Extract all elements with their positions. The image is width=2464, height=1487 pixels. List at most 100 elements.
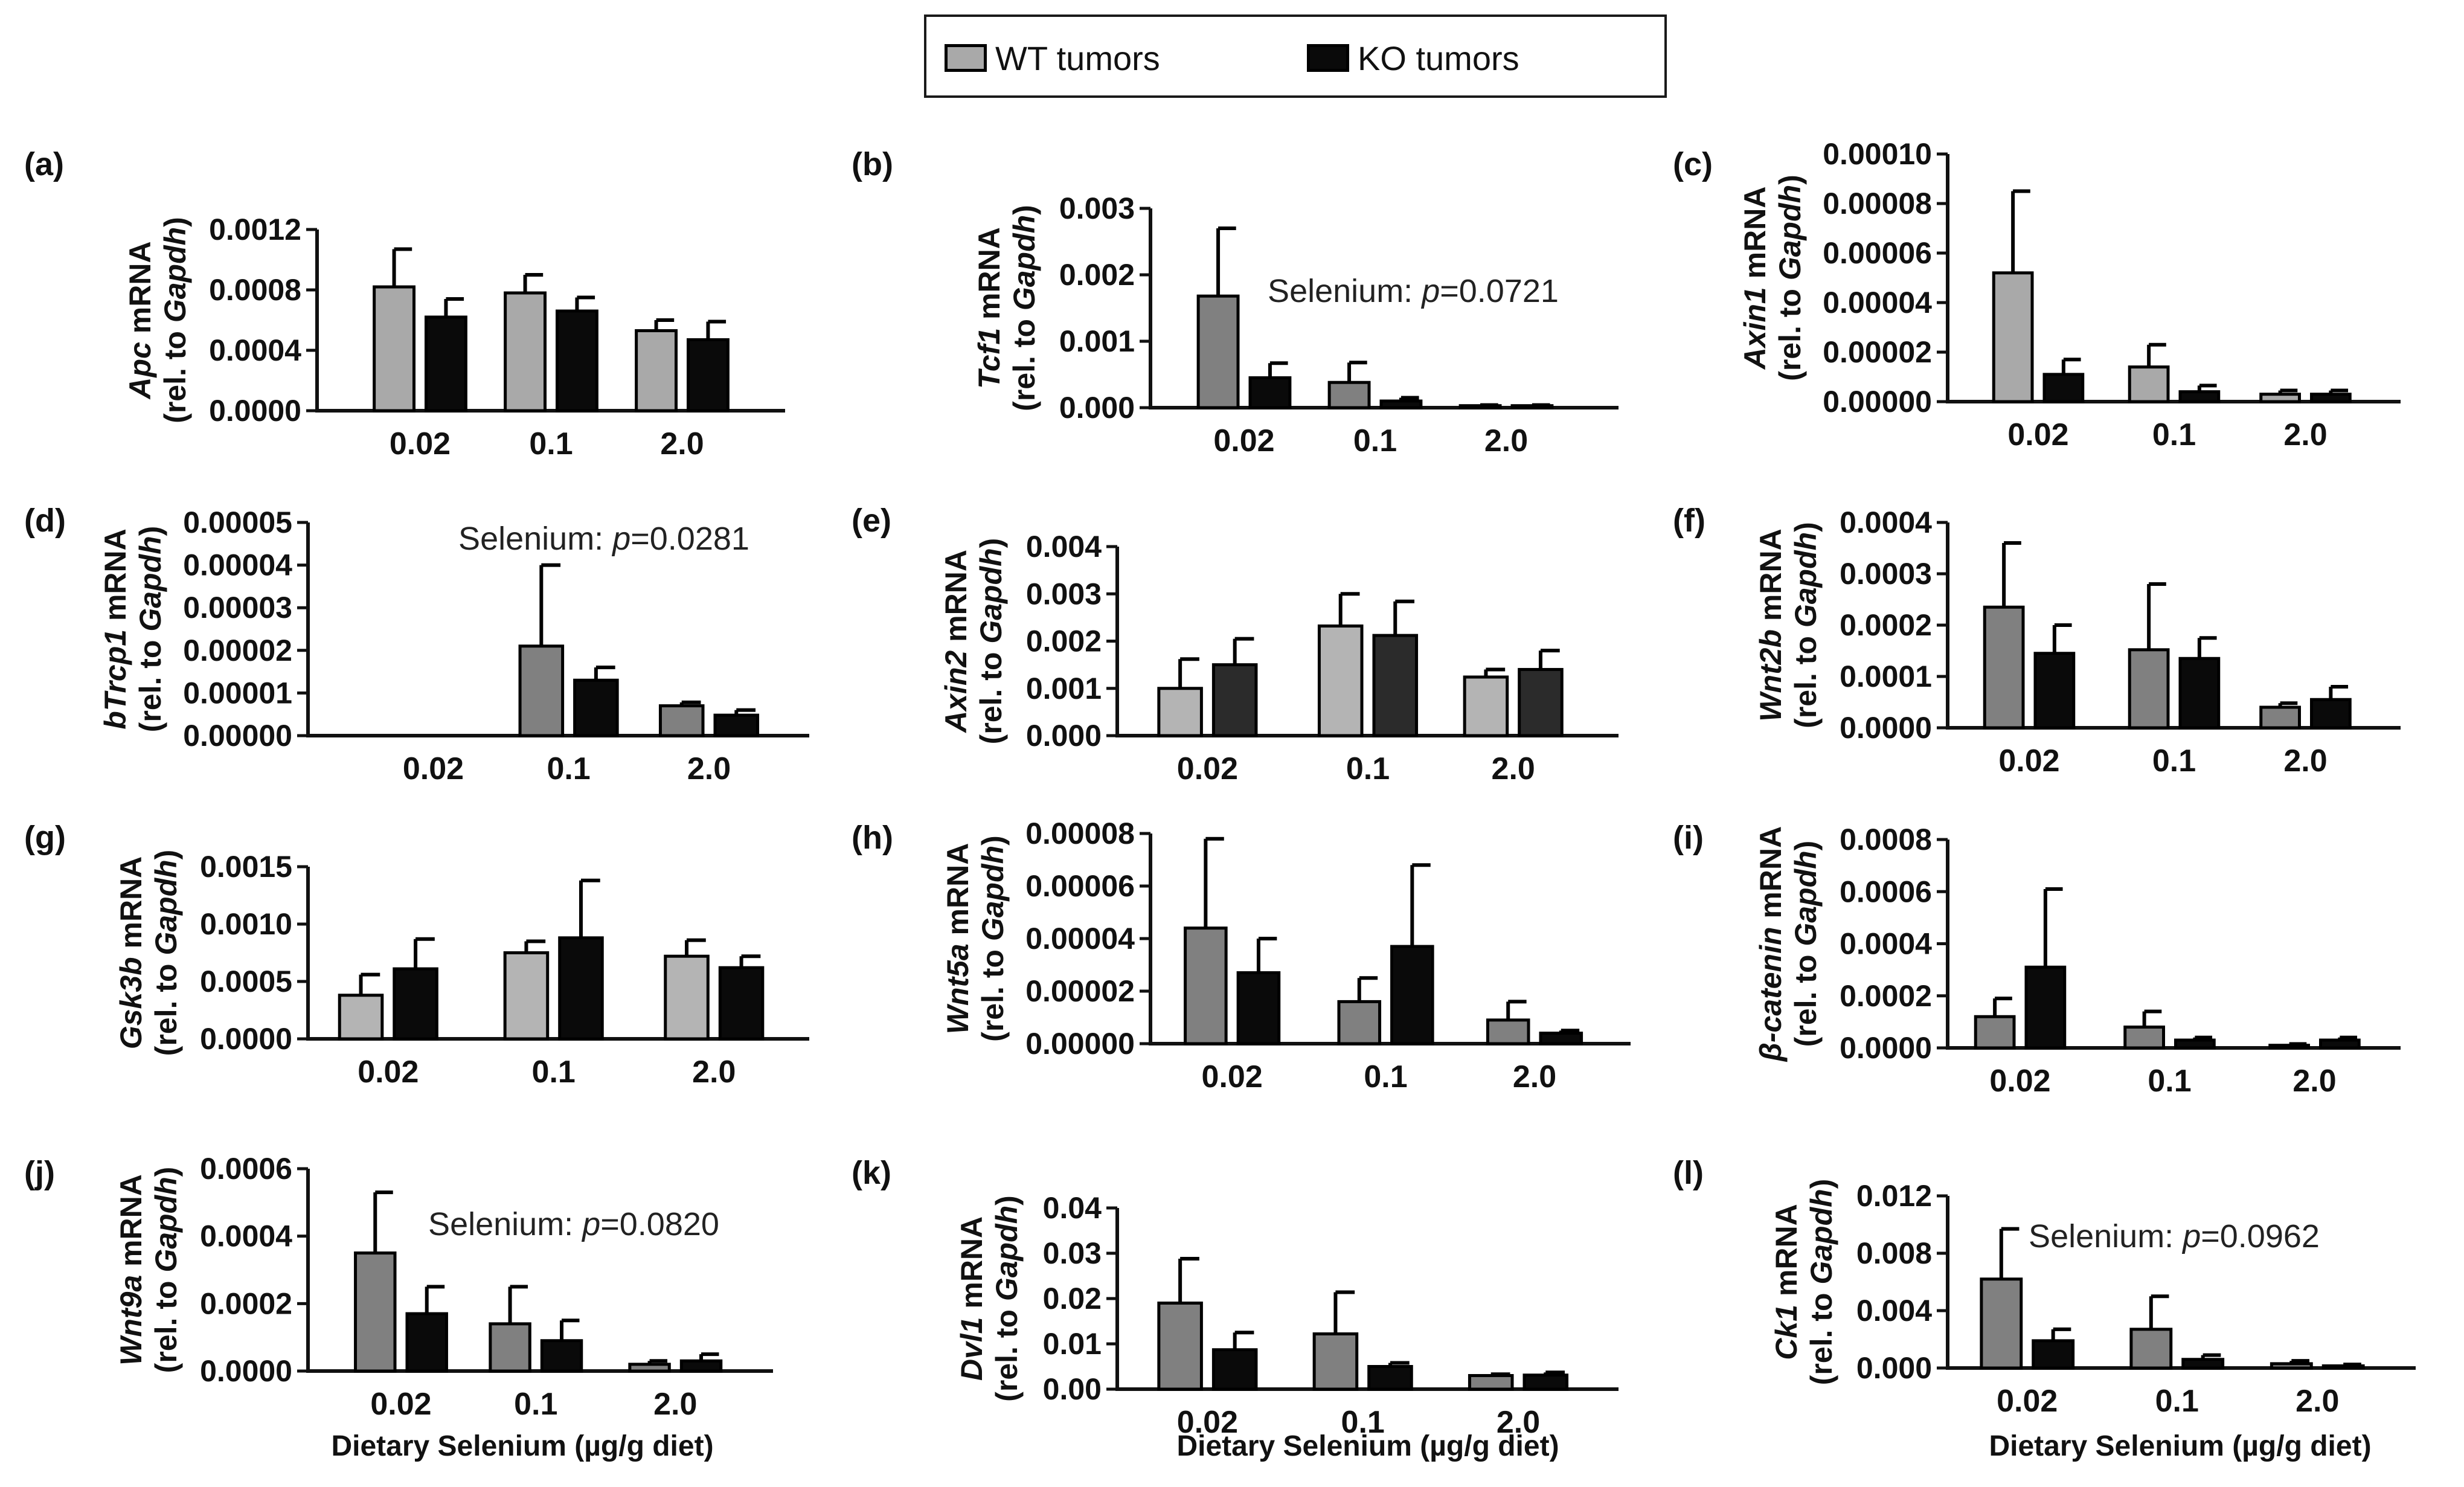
bar-wt-0.02 xyxy=(1974,1015,2016,1050)
bar-ko-0.02 xyxy=(425,315,467,413)
x-axis-title: Dietary Selenium (µg/g diet) xyxy=(1989,1430,2371,1462)
panel-h: (h) 0.00000 0.00002 0.00004 0.00006 0.00008 Wn… xyxy=(852,817,1631,1094)
bar-ko-0.02 xyxy=(405,1312,448,1373)
bar-ko-0.1 xyxy=(1390,945,1434,1045)
bar-wt-2.0 xyxy=(658,704,705,737)
significance-annotation: Selenium: p=0.0721 xyxy=(1268,273,1559,309)
y-tick-label: 0.000 xyxy=(1856,1351,1932,1385)
bar-wt-0.02 xyxy=(1157,687,1203,737)
bar-ko-0.02 xyxy=(1211,663,1258,737)
bar-wt-2.0 xyxy=(1468,1374,1514,1391)
y-tick-label: 0.00002 xyxy=(1025,974,1135,1008)
bar-wt-0.02 xyxy=(373,285,415,413)
bar-ko-2.0 xyxy=(1522,1373,1569,1391)
y-tick-label: 0.00004 xyxy=(1823,286,1932,320)
x-tick-label: 0.1 xyxy=(532,1055,576,1090)
y-tick-label: 0.00006 xyxy=(1025,869,1135,903)
y-tick-label: 0.00002 xyxy=(1823,335,1932,369)
y-tick-label: 0.012 xyxy=(1856,1179,1932,1213)
x-tick-label: 0.1 xyxy=(514,1387,557,1422)
bar-ko-0.1 xyxy=(558,936,604,1041)
y-tick-label: 0.000 xyxy=(1059,391,1135,425)
y-tick-label: 0.00004 xyxy=(1025,922,1135,955)
x-tick-label: 0.1 xyxy=(529,426,573,461)
y-tick-label: 0.0006 xyxy=(1840,875,1932,908)
y-tick-label: 0.0006 xyxy=(200,1152,292,1186)
bar-wt-0.1 xyxy=(518,644,565,737)
significance-annotation: Selenium: p=0.0281 xyxy=(458,521,749,557)
x-tick-label: 0.02 xyxy=(358,1055,419,1090)
bar-wt-0.02 xyxy=(1983,605,2025,730)
bar-wt-2.0 xyxy=(628,1363,671,1373)
y-tick-label: 0.00002 xyxy=(183,634,292,667)
bar-ko-2.0 xyxy=(1518,667,1564,737)
y-tick-label: 0.01 xyxy=(1043,1327,1102,1361)
y-tick-label: 0.00005 xyxy=(183,506,292,539)
x-tick-label: 0.02 xyxy=(1997,1384,2058,1419)
bar-ko-2.0 xyxy=(713,713,760,737)
bar-wt-0.1 xyxy=(503,951,550,1041)
bar-ko-2.0 xyxy=(679,1359,723,1373)
panel-l: (l) 0.000 0.004 0.008 0.012 Ck1 mRNA(rel. to … xyxy=(1673,1155,2416,1419)
bar-wt-0.1 xyxy=(2128,365,2170,403)
panel-label: (f) xyxy=(1673,503,1705,539)
x-tick-label: 0.1 xyxy=(1353,423,1397,458)
bar-ko-0.02 xyxy=(2024,965,2067,1050)
y-tick-label: 0.0003 xyxy=(1840,557,1932,591)
y-tick-label: 0.00010 xyxy=(1823,137,1932,171)
y-axis-label: β-catenin mRNA(rel. to Gapdh) xyxy=(1754,826,1823,1062)
y-tick-label: 0.0004 xyxy=(1840,506,1932,539)
y-tick-label: 0.0002 xyxy=(1840,979,1932,1013)
y-tick-label: 0.0000 xyxy=(200,1354,292,1388)
x-tick-label: 2.0 xyxy=(2283,744,2327,779)
y-tick-label: 0.004 xyxy=(1026,530,1102,564)
x-tick-label: 2.0 xyxy=(687,751,731,786)
bar-ko-2.0 xyxy=(2310,393,2352,403)
bar-ko-0.02 xyxy=(1211,1348,1258,1391)
y-tick-label: 0.00006 xyxy=(1823,236,1932,270)
bar-ko-0.02 xyxy=(1248,376,1292,409)
panel-label: (i) xyxy=(1673,820,1704,856)
panel-e: (e) 0.000 0.001 0.002 0.003 0.004 Axin2 mRNA(r… xyxy=(852,503,1619,786)
x-tick-label: 0.1 xyxy=(547,751,590,786)
y-tick-label: 0.0012 xyxy=(209,213,301,246)
panel-k: (k) 0.00 0.01 0.02 0.03 0.04 Dvl1 mRNA(rel. to… xyxy=(852,1155,1619,1440)
x-tick-label: 0.02 xyxy=(1998,744,2059,779)
bar-ko-2.0 xyxy=(2310,698,2352,730)
x-tick-label: 0.02 xyxy=(1177,751,1238,786)
bar-wt-2.0 xyxy=(2259,393,2301,403)
bar-wt-0.02 xyxy=(1980,1277,2023,1370)
x-tick-label: 2.0 xyxy=(2292,1064,2336,1099)
x-axis-title: Dietary Selenium (µg/g diet) xyxy=(1176,1430,1559,1462)
bar-ko-0.1 xyxy=(540,1339,583,1373)
y-tick-label: 0.0015 xyxy=(200,850,292,884)
legend-swatch-ko xyxy=(1307,44,1349,72)
bar-wt-0.1 xyxy=(2129,1328,2173,1370)
panel-i: (i) 0.0000 0.0002 0.0004 0.0006 0.0008 β-caten… xyxy=(1673,820,2401,1099)
significance-annotation: Selenium: p=0.0820 xyxy=(428,1206,719,1242)
x-axis-title: Dietary Selenium (µg/g diet) xyxy=(331,1430,713,1462)
legend-item-ko: KO tumors xyxy=(1307,39,1519,77)
bar-ko-2.0 xyxy=(718,966,765,1041)
y-axis-label: bTrcp1 mRNA(rel. to Gapdh) xyxy=(98,526,167,733)
y-axis-label: Axin2 mRNA(rel. to Gapdh) xyxy=(939,538,1008,745)
bar-ko-0.02 xyxy=(2042,373,2085,403)
y-tick-label: 0.0004 xyxy=(1840,927,1932,961)
x-tick-label: 0.02 xyxy=(390,426,451,461)
x-tick-label: 2.0 xyxy=(2296,1384,2339,1419)
bar-wt-2.0 xyxy=(635,329,678,413)
x-tick-label: 2.0 xyxy=(1513,1059,1556,1094)
x-tick-label: 2.0 xyxy=(660,426,704,461)
y-tick-label: 0.00008 xyxy=(1823,187,1932,220)
y-tick-label: 0.0000 xyxy=(1840,1031,1932,1065)
y-tick-label: 0.0000 xyxy=(209,394,301,428)
y-tick-label: 0.001 xyxy=(1026,672,1102,705)
y-axis-label: Apc mRNA(rel. to Gapdh) xyxy=(123,217,192,423)
y-tick-label: 0.00003 xyxy=(183,591,292,625)
bar-wt-2.0 xyxy=(664,954,710,1041)
bar-wt-0.02 xyxy=(1196,294,1240,409)
bar-wt-0.1 xyxy=(489,1322,531,1373)
y-axis-label: Tcf1 mRNA(rel. to Gapdh) xyxy=(972,205,1041,411)
x-tick-label: 0.1 xyxy=(2152,744,2196,779)
